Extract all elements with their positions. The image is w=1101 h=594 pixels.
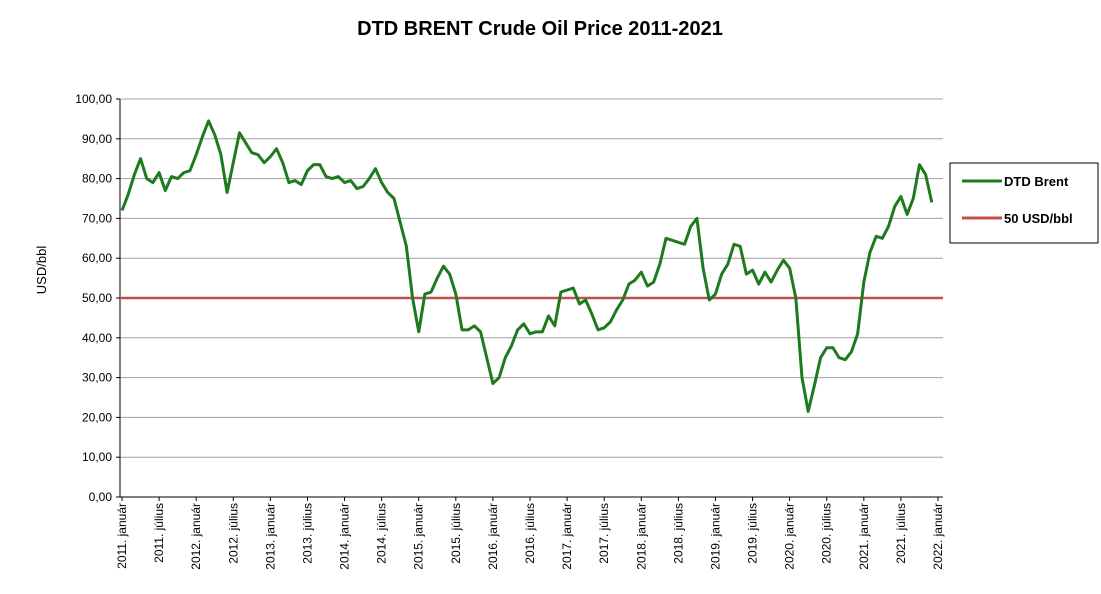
y-tick-label: 90,00 bbox=[82, 132, 112, 146]
y-tick-label: 40,00 bbox=[82, 331, 112, 345]
y-tick-label: 0,00 bbox=[89, 490, 113, 504]
x-tick-label: 2013. január bbox=[263, 503, 277, 570]
x-tick-label: 2014. január bbox=[338, 503, 352, 570]
x-tick-label: 2011. július bbox=[152, 503, 166, 563]
x-tick-label: 2020. január bbox=[783, 503, 797, 570]
y-tick-label: 30,00 bbox=[82, 371, 112, 385]
y-tick-label: 10,00 bbox=[82, 450, 112, 464]
x-tick-label: 2019. január bbox=[708, 503, 722, 570]
x-tick-label: 2014. július bbox=[375, 503, 389, 564]
x-tick-label: 2017. július bbox=[597, 503, 611, 564]
y-tick-label: 70,00 bbox=[82, 211, 112, 225]
x-tick-label: 2012. január bbox=[189, 503, 203, 570]
legend-label: 50 USD/bbl bbox=[1004, 211, 1073, 226]
legend-box bbox=[949, 162, 1099, 244]
chart-title: DTD BRENT Crude Oil Price 2011-2021 bbox=[357, 18, 723, 40]
y-tick-label: 100,00 bbox=[75, 92, 112, 106]
x-tick-label: 2018. július bbox=[671, 503, 685, 564]
x-tick-label: 2011. január bbox=[115, 503, 129, 569]
y-tick-label: 80,00 bbox=[82, 172, 112, 186]
x-tick-label: 2019. július bbox=[746, 503, 760, 564]
x-tick-label: 2013. július bbox=[300, 503, 314, 564]
x-tick-label: 2016. július bbox=[523, 503, 537, 564]
data-line bbox=[120, 119, 934, 413]
x-tick-label: 2017. január bbox=[560, 503, 574, 570]
y-tick-label: 50,00 bbox=[82, 291, 112, 305]
legend-label: DTD Brent bbox=[1004, 174, 1069, 189]
x-tick-label: 2022. január bbox=[931, 503, 945, 570]
x-tick-label: 2020. július bbox=[820, 503, 834, 564]
x-tick-label: 2015. július bbox=[449, 503, 463, 564]
x-tick-label: 2015. január bbox=[412, 503, 426, 570]
x-tick-label: 2021. július bbox=[894, 503, 908, 564]
x-tick-label: 2016. január bbox=[486, 503, 500, 570]
y-tick-label: 20,00 bbox=[82, 410, 112, 424]
x-tick-label: 2012. július bbox=[226, 503, 240, 564]
y-tick-label: 60,00 bbox=[82, 251, 112, 265]
y-axis-label: USD/bbl bbox=[34, 246, 49, 295]
x-tick-label: 2021. január bbox=[857, 503, 871, 570]
x-tick-label: 2018. január bbox=[634, 503, 648, 570]
